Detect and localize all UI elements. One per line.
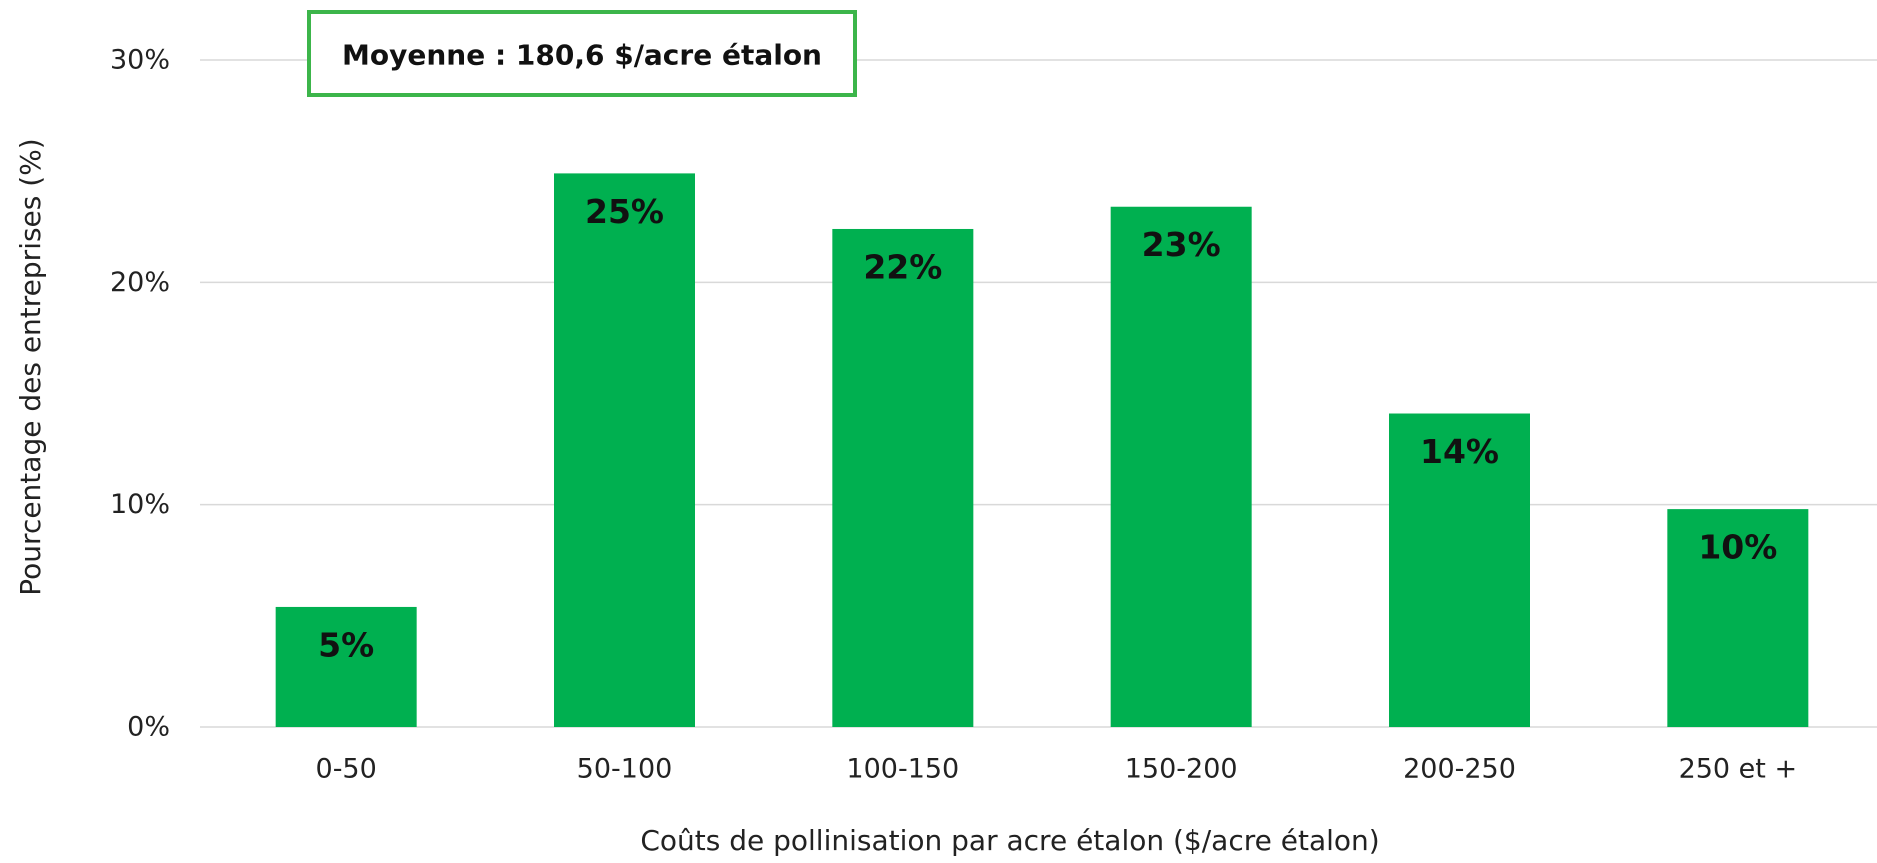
y-axis-title: Pourcentage des entreprises (%) — [14, 138, 47, 595]
bar — [275, 606, 417, 727]
data-label: 5% — [318, 625, 374, 664]
x-tick-label: 250 et + — [1679, 754, 1798, 785]
bar — [1110, 206, 1252, 728]
bar — [1667, 509, 1809, 727]
x-tick-label: 200-250 — [1403, 754, 1516, 785]
bar — [832, 228, 974, 727]
y-tick-label: 0% — [127, 712, 170, 743]
data-label: 10% — [1698, 528, 1777, 567]
x-tick-label: 100-150 — [846, 754, 959, 785]
bars: 5% 25% 22% 23% 14% 10% — [275, 173, 1809, 728]
mean-annotation-box — [307, 10, 857, 97]
data-label: 23% — [1142, 225, 1221, 264]
y-axis-ticks: 0% 10% 20% 30% — [110, 45, 170, 743]
data-label: 25% — [585, 192, 664, 231]
x-tick-label: 50-100 — [577, 754, 673, 785]
mean-annotation: Moyenne : 180,6 $/acre étalon — [307, 10, 857, 97]
data-label: 14% — [1420, 432, 1499, 471]
y-tick-label: 10% — [110, 489, 170, 520]
bar — [1389, 413, 1530, 727]
x-axis-ticks: 0-50 50-100 100-150 150-200 200-250 250 et + — [316, 754, 1798, 785]
x-tick-label: 0-50 — [316, 754, 377, 785]
y-tick-label: 30% — [110, 45, 170, 76]
x-axis-title: Coûts de pollinisation par acre étalon (… — [640, 824, 1379, 857]
bar — [554, 173, 695, 727]
gridlines — [200, 59, 1877, 728]
y-tick-label: 20% — [110, 267, 170, 298]
data-label: 22% — [863, 247, 942, 286]
mean-annotation-text: Moyenne : 180,6 $/acre étalon — [342, 39, 822, 72]
x-tick-label: 150-200 — [1125, 754, 1238, 785]
